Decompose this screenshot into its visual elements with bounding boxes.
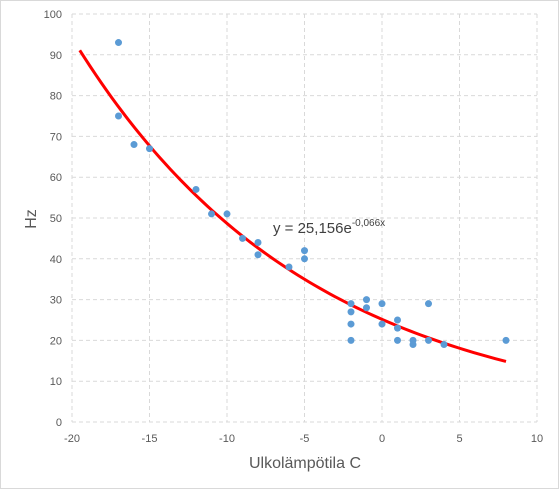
data-point [394, 316, 401, 324]
data-point [115, 112, 122, 120]
data-point [347, 320, 355, 328]
x-tick-label: -15 [142, 433, 158, 445]
y-tick-label: 80 [50, 91, 62, 103]
data-point [146, 145, 153, 153]
x-tick-label: -10 [219, 433, 235, 445]
data-point [502, 336, 510, 344]
data-point [347, 300, 355, 308]
y-tick-label: 30 [50, 295, 62, 307]
data-point [394, 324, 401, 332]
x-tick-label: -20 [64, 433, 80, 445]
data-point [394, 336, 401, 344]
data-point [130, 141, 138, 149]
data-point [363, 304, 370, 312]
x-tick-label: 10 [531, 433, 543, 445]
data-point [192, 185, 200, 193]
data-point [301, 255, 308, 263]
data-points [115, 39, 510, 348]
y-tick-label: 90 [50, 50, 62, 62]
y-tick-label: 60 [50, 172, 62, 184]
x-axis-title: Ulkolämpötila C [249, 455, 361, 472]
equation-base: y = 25,156e [273, 220, 352, 237]
data-point [208, 210, 215, 218]
data-point [378, 300, 386, 308]
y-tick-label: 0 [56, 417, 62, 429]
data-point [223, 210, 231, 218]
y-tick-label: 40 [50, 254, 62, 266]
y-tick-labels: 0 10 20 30 40 50 60 70 80 90 100 [44, 9, 62, 429]
y-tick-label: 50 [50, 213, 62, 225]
grid-lines [71, 13, 538, 423]
x-tick-label: -5 [300, 433, 310, 445]
x-tick-label: 5 [456, 433, 462, 445]
data-point [254, 238, 262, 246]
data-point [285, 263, 293, 271]
equation-exponent: -0,066x [352, 218, 385, 229]
trendline-equation: y = 25,156e-0,066x [273, 218, 385, 237]
x-tick-label: 0 [379, 433, 385, 445]
trendline [78, 49, 507, 363]
data-point [347, 336, 355, 344]
y-axis-title: Hz [23, 209, 40, 229]
y-tick-label: 70 [50, 131, 62, 143]
data-point [378, 320, 386, 328]
data-point [115, 39, 122, 47]
data-point [409, 340, 417, 348]
data-point [440, 340, 448, 348]
data-point [425, 336, 432, 344]
data-point [347, 308, 355, 316]
data-point [239, 234, 246, 242]
data-point [425, 300, 432, 308]
data-point [363, 296, 370, 304]
y-tick-label: 10 [50, 376, 62, 388]
y-tick-label: 20 [50, 335, 62, 347]
data-point [254, 251, 262, 259]
y-tick-label: 100 [44, 9, 62, 21]
x-tick-labels: -20 -15 -10 -5 0 5 10 [64, 433, 543, 445]
data-point [301, 247, 308, 255]
